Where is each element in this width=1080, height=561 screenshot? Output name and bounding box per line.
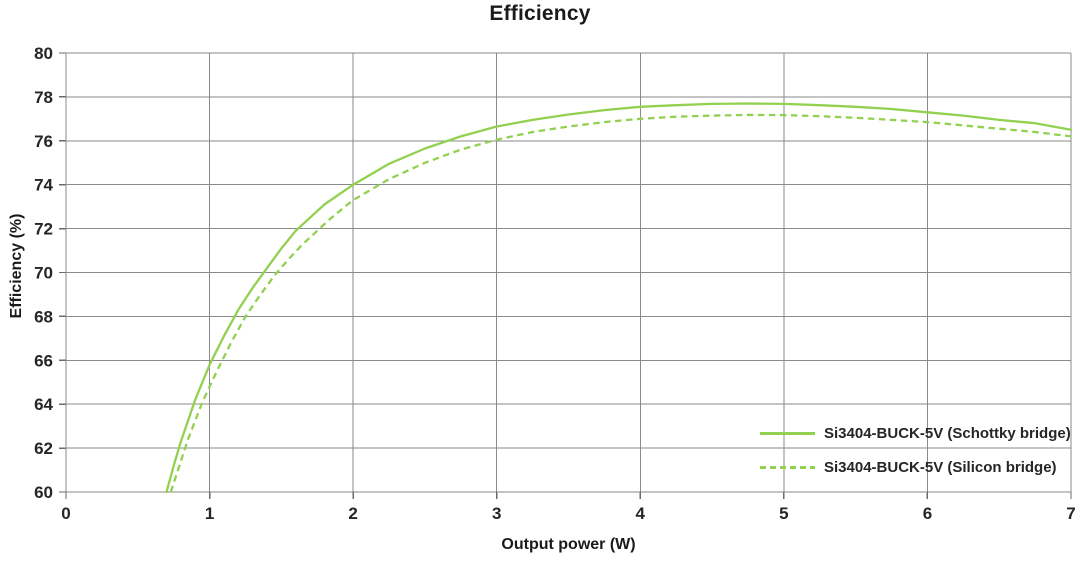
- y-tick-label: 74: [34, 176, 53, 195]
- y-tick-label: 62: [34, 439, 53, 458]
- y-tick-label: 80: [34, 44, 53, 63]
- legend-solid-line-swatch: [760, 431, 815, 435]
- y-tick-label: 64: [34, 395, 53, 414]
- x-axis-title: Output power (W): [501, 536, 636, 553]
- x-tick-label: 7: [1066, 504, 1075, 523]
- x-tick-label: 5: [779, 504, 788, 523]
- y-tick-label: 66: [34, 351, 53, 370]
- x-tick-label: 6: [923, 504, 932, 523]
- series-curve-silicon: [169, 113, 1072, 493]
- y-tick-label: 68: [34, 307, 53, 326]
- legend-label-schottky: Si3404-BUCK-5V (Schottky bridge): [824, 424, 1071, 442]
- legend-dashed-line-swatch: [760, 465, 815, 469]
- y-tick-label: 60: [34, 483, 53, 502]
- y-tick-label: 70: [34, 264, 53, 283]
- legend-label-silicon: Si3404-BUCK-5V (Silicon bridge): [824, 458, 1057, 476]
- legend: Si3404-BUCK-5V (Schottky bridge) Si3404-…: [760, 416, 1071, 484]
- legend-item-schottky: Si3404-BUCK-5V (Schottky bridge): [760, 416, 1071, 450]
- legend-item-silicon: Si3404-BUCK-5V (Silicon bridge): [760, 450, 1071, 484]
- y-tick-label: 78: [34, 88, 53, 107]
- series-curve-schottky: [165, 102, 1073, 494]
- x-tick-label: 4: [636, 504, 646, 523]
- x-tick-label: 2: [348, 504, 357, 523]
- x-tick-label: 3: [492, 504, 501, 523]
- y-axis-title: Efficiency (%): [8, 213, 25, 319]
- x-tick-label: 1: [205, 504, 214, 523]
- chart-title: Efficiency: [489, 2, 591, 25]
- x-tick-label: 0: [61, 504, 70, 523]
- y-tick-label: 72: [34, 220, 53, 239]
- y-tick-label: 76: [34, 132, 53, 151]
